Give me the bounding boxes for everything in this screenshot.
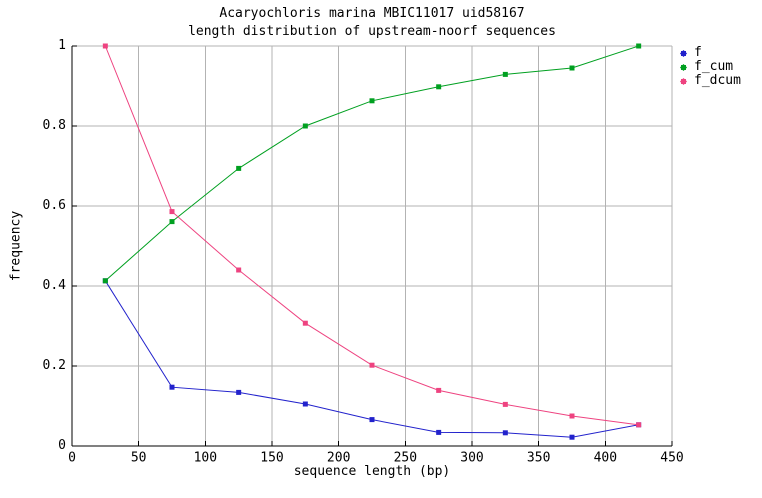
- legend-marker-icon: [679, 49, 688, 58]
- y-axis-label: frequency: [8, 210, 24, 282]
- series-f_dcum-point: [436, 387, 442, 393]
- y-tick-label: 0.8: [42, 118, 66, 133]
- series-f_dcum-point: [302, 320, 308, 326]
- series-f_cum-line: [105, 45, 639, 282]
- x-tick-label: 0: [68, 450, 76, 466]
- series-f_dcum-point: [369, 362, 375, 368]
- series-f_dcum-point: [569, 413, 575, 419]
- x-tick-label: 100: [193, 450, 218, 466]
- chart-subtitle: length distribution of upstream-noorf se…: [188, 24, 556, 39]
- series-f-point: [569, 434, 575, 440]
- series-f-point: [502, 430, 508, 436]
- series-f_cum-point: [636, 43, 642, 49]
- x-tick-label: 50: [130, 450, 147, 466]
- series-f-point: [436, 429, 442, 435]
- x-tick-label: 400: [593, 450, 618, 466]
- y-tick-label: 0.4: [42, 278, 66, 293]
- x-tick-label: 450: [660, 450, 684, 466]
- y-tick-label: 1: [58, 38, 66, 53]
- series-f-point: [302, 401, 308, 407]
- x-tick-label: 350: [526, 450, 551, 466]
- series-f_cum-point: [369, 98, 375, 104]
- series-f_dcum-point: [169, 209, 175, 215]
- legend-marker-icon: [679, 77, 688, 86]
- series-f-point: [369, 417, 375, 423]
- y-tick-label: 0: [58, 438, 66, 453]
- x-tick-label: 250: [393, 450, 418, 466]
- series-f_dcum-point: [102, 43, 108, 49]
- series-f_cum-point: [436, 84, 442, 90]
- legend-label: f_cum: [694, 59, 734, 74]
- y-tick-label: 0.6: [42, 198, 66, 213]
- legend-marker-icon: [679, 63, 688, 72]
- series-f_dcum-point: [636, 422, 642, 428]
- legend-label: f_dcum: [694, 73, 741, 88]
- series-f_cum-point: [569, 65, 575, 71]
- y-tick-label: 0.2: [42, 358, 66, 373]
- x-tick-label: 300: [460, 450, 484, 466]
- series-f_dcum-point: [502, 401, 508, 407]
- series-f_dcum-point: [236, 267, 242, 273]
- series-f_cum-point: [302, 123, 308, 129]
- x-tick-label: 150: [260, 450, 284, 466]
- chart-title: Acaryochloris marina MBIC11017 uid58167: [219, 6, 525, 21]
- series-f-point: [236, 389, 242, 395]
- x-tick-label: 200: [326, 450, 351, 466]
- legend-label: f: [694, 45, 702, 60]
- series-f_cum-point: [102, 278, 108, 284]
- series-f_cum-point: [169, 219, 175, 225]
- series-f_cum-point: [502, 71, 508, 77]
- series-f-point: [169, 384, 175, 390]
- x-axis-label: sequence length (bp): [293, 464, 451, 479]
- series-f_cum-point: [236, 165, 242, 171]
